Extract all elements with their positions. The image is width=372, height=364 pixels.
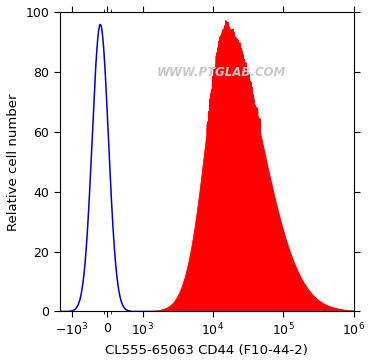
X-axis label: CL555-65063 CD44 (F10-44-2): CL555-65063 CD44 (F10-44-2) bbox=[105, 344, 308, 357]
Text: WWW.PTGLAB.COM: WWW.PTGLAB.COM bbox=[157, 66, 286, 79]
Y-axis label: Relative cell number: Relative cell number bbox=[7, 93, 20, 231]
